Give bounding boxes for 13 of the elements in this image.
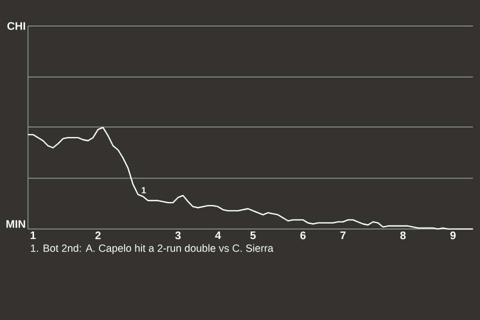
x-tick-label: 8 (400, 232, 406, 240)
annotation: 1 (142, 187, 146, 194)
x-tick-label: 4 (215, 232, 221, 240)
text: MIN (6, 220, 26, 228)
x-tick-label: 3 (175, 232, 181, 240)
x-tick-label: 9 (450, 232, 456, 240)
x-tick-label: 6 (300, 232, 306, 240)
x-tick-label: 7 (340, 232, 346, 240)
text: CHI (7, 22, 26, 30)
x-tick-label: 1 (30, 232, 36, 240)
text: 1. Bot 2nd: A. Capelo hit a 2-run double vs C. Sierra (31, 244, 274, 254)
x-tick-label: 5 (250, 232, 256, 240)
x-tick-label: 2 (95, 232, 101, 240)
